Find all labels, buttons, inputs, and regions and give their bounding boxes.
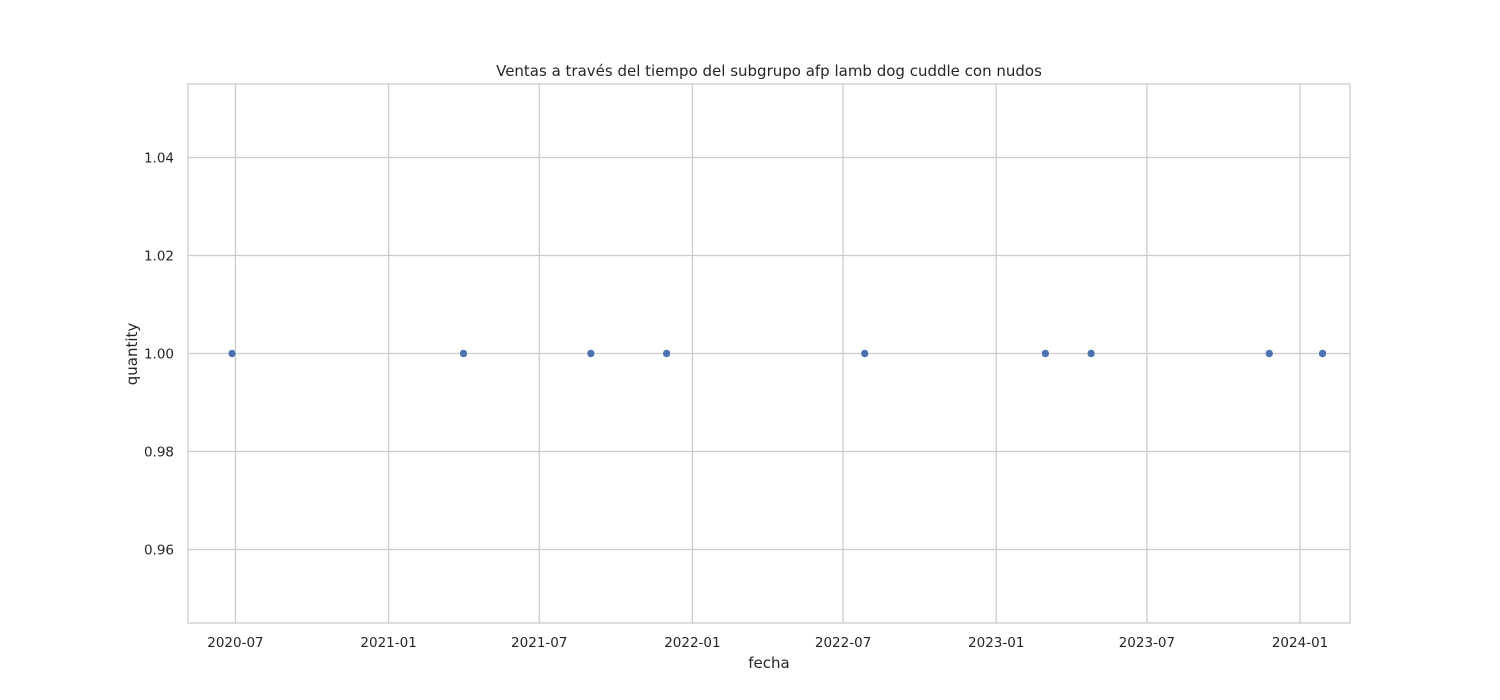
x-tick-label: 2021-07 [511, 635, 567, 651]
data-point [1318, 349, 1327, 358]
data-point [1086, 349, 1096, 358]
data-point [586, 349, 596, 358]
data-point [1041, 349, 1050, 358]
x-axis-label: fecha [748, 654, 789, 672]
x-tick-label: 2023-01 [968, 635, 1024, 651]
y-tick-labels: 0.96 0.98 1.00 1.02 1.04 [144, 151, 174, 559]
x-tick-label: 2020-07 [207, 635, 263, 651]
x-tick-labels: 2020-07 2021-01 2021-07 2022-01 2022-07 2023-… [207, 635, 1328, 651]
y-tick-label: 1.02 [144, 249, 174, 265]
data-point [860, 349, 870, 358]
x-tick-label: 2022-01 [664, 635, 720, 651]
y-tick-label: 0.98 [144, 445, 174, 461]
y-axis-label: quantity [123, 323, 141, 386]
x-tick-label: 2022-07 [815, 635, 871, 651]
x-tick-label: 2024-01 [1272, 635, 1328, 651]
y-tick-label: 0.96 [144, 543, 174, 559]
plot-frame [187, 83, 1351, 624]
y-tick-label: 1.00 [144, 347, 174, 363]
data-point [227, 349, 237, 358]
chart-title: Ventas a través del tiempo del subgrupo … [496, 62, 1042, 80]
grid [188, 84, 1350, 623]
data-point [1264, 349, 1274, 358]
y-tick-label: 1.04 [144, 151, 174, 167]
data-point [459, 349, 468, 358]
data-point [662, 349, 671, 358]
x-tick-label: 2023-07 [1119, 635, 1175, 651]
data-points [227, 349, 1327, 358]
x-tick-label: 2021-01 [360, 635, 416, 651]
